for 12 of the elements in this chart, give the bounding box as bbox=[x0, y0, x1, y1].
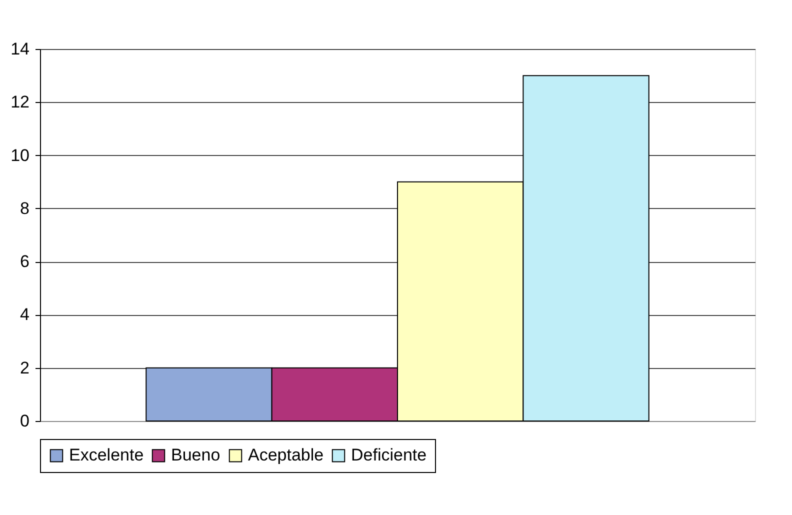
y-tick-label: 4 bbox=[20, 305, 30, 324]
y-tick-label: 12 bbox=[10, 92, 30, 112]
legend-label: Bueno bbox=[171, 446, 220, 465]
legend-label: Deficiente bbox=[351, 446, 427, 465]
legend-label: Excelente bbox=[69, 446, 144, 465]
y-tick-label: 14 bbox=[10, 40, 30, 58]
y-tick-label: 6 bbox=[20, 252, 30, 272]
y-tick-label: 2 bbox=[20, 358, 30, 378]
y-tick-label: 8 bbox=[20, 198, 30, 218]
legend-label: Aceptable bbox=[248, 446, 324, 465]
y-tick-label: 0 bbox=[20, 412, 30, 430]
y-tick-label: 10 bbox=[10, 146, 30, 165]
